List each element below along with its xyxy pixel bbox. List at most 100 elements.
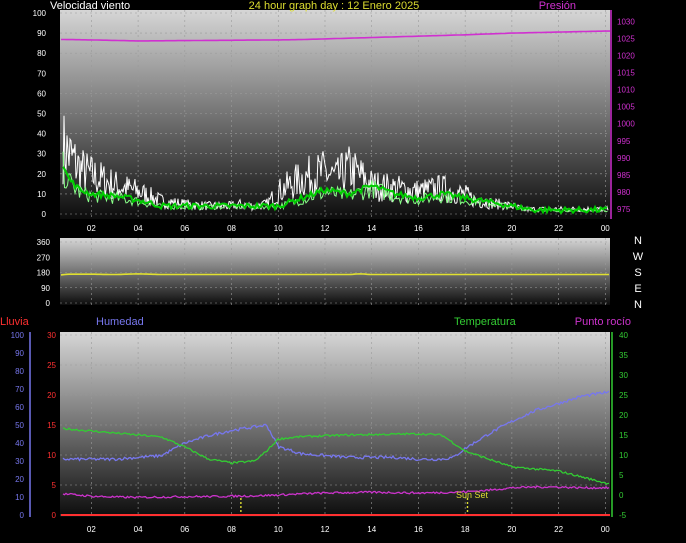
climate-panel-bg — [60, 332, 610, 517]
rain-y-tick: 0 — [52, 511, 57, 520]
wind-x-tick: 16 — [414, 224, 423, 233]
wind-x-tick: 04 — [134, 224, 143, 233]
direction-y-tick: 90 — [41, 284, 50, 293]
dewpoint-label: Punto rocío — [575, 316, 631, 328]
temperature-label: Temperatura — [454, 316, 517, 328]
wind-panel-bg — [60, 10, 610, 219]
humidity-line — [62, 390, 610, 462]
humidity-y-tick: 0 — [20, 511, 25, 520]
pressure-line — [61, 30, 610, 42]
humidity-y-tick: 40 — [15, 439, 24, 448]
wind-series — [61, 30, 610, 215]
pressure-y-tick: 1000 — [617, 120, 635, 129]
pressure-y-tick: 980 — [617, 188, 631, 197]
humidity-y-tick: 30 — [15, 457, 24, 466]
compass-letter-e: E — [634, 283, 641, 295]
climate-x-tick: 22 — [554, 525, 563, 534]
wind-y-tick: 50 — [37, 110, 46, 119]
wind-x-tick: 06 — [180, 224, 189, 233]
temp-y-tick: 40 — [619, 331, 628, 340]
direction-y-tick: 360 — [37, 238, 51, 247]
climate-x-tick: 16 — [414, 525, 423, 534]
wind-x-tick: 10 — [274, 224, 283, 233]
wind-x-tick: 02 — [87, 224, 96, 233]
wind-y-tick: 90 — [37, 29, 46, 38]
wind-x-tick: 08 — [227, 224, 236, 233]
humidity-y-tick: 100 — [11, 331, 25, 340]
temp-y-tick: 25 — [619, 391, 628, 400]
climate-x-tick: 02 — [87, 525, 96, 534]
wind-y-tick: 60 — [37, 89, 46, 98]
climate-x-tick: 18 — [461, 525, 470, 534]
climate-x-tick: 14 — [367, 525, 376, 534]
pressure-y-tick: 1010 — [617, 86, 635, 95]
temp-y-tick: 15 — [619, 431, 628, 440]
chart-title: 24 hour graph day : 12 Enero 2025 — [249, 0, 420, 12]
rain-label: Lluvia — [0, 316, 30, 328]
compass-letter-n-bottom: N — [634, 299, 642, 311]
wind-y-tick: 80 — [37, 49, 46, 58]
dewpoint-line — [62, 485, 610, 499]
pressure-y-tick: 1005 — [617, 103, 635, 112]
climate-x-tick: 06 — [180, 525, 189, 534]
direction-line — [60, 273, 609, 276]
climate-x-tick: 08 — [227, 525, 236, 534]
climate-series — [61, 390, 610, 517]
sunset-label: Sun Set — [456, 490, 489, 500]
climate-x-tick: 00 — [601, 525, 610, 534]
temp-y-tick: 20 — [619, 411, 628, 420]
humidity-y-tick: 80 — [15, 367, 24, 376]
wind-x-tick: 12 — [321, 224, 330, 233]
wind-y-tick: 20 — [37, 170, 46, 179]
climate-x-tick: 10 — [274, 525, 283, 534]
pressure-y-tick: 1025 — [617, 35, 635, 44]
humidity-y-tick: 50 — [15, 421, 24, 430]
climate-x-tick: 04 — [134, 525, 143, 534]
direction-grid — [60, 238, 610, 305]
humidity-y-tick: 60 — [15, 403, 24, 412]
humidity-y-tick: 70 — [15, 385, 24, 394]
pressure-y-tick: 990 — [617, 154, 631, 163]
climate-x-tick: 12 — [321, 525, 330, 534]
rain-y-tick: 10 — [47, 451, 56, 460]
pressure-y-tick: 1030 — [617, 18, 635, 27]
wind-y-tick: 0 — [42, 210, 47, 219]
humidity-y-tick: 10 — [15, 493, 24, 502]
compass-letter-s: S — [634, 267, 641, 279]
compass-letter-n-top: N — [634, 235, 642, 247]
wind-grid — [60, 10, 610, 219]
direction-y-tick: 270 — [37, 253, 51, 262]
climate-x-tick: 20 — [507, 525, 516, 534]
wind-x-tick: 14 — [367, 224, 376, 233]
pressure-y-tick: 1020 — [617, 52, 635, 61]
wind-x-tick: 20 — [507, 224, 516, 233]
wind-avg-line — [62, 166, 608, 215]
axis-labels: 0102030405060708090100975980985990995100… — [11, 9, 636, 534]
pressure-y-tick: 995 — [617, 137, 631, 146]
wind-speed-label: Velocidad viento — [50, 0, 130, 12]
direction-y-tick: 180 — [37, 269, 51, 278]
wind-y-tick: 30 — [37, 150, 46, 159]
wind-x-tick: 18 — [461, 224, 470, 233]
direction-series — [60, 273, 609, 276]
temperature-line — [62, 427, 610, 485]
wind-x-tick: 22 — [554, 224, 563, 233]
humidity-y-tick: 90 — [15, 349, 24, 358]
temp-y-tick: 0 — [619, 491, 624, 500]
rain-y-tick: 15 — [47, 421, 56, 430]
compass-letter-w: W — [633, 251, 644, 263]
rain-y-tick: 30 — [47, 331, 56, 340]
temp-y-tick: 10 — [619, 451, 628, 460]
pressure-y-tick: 1015 — [617, 69, 635, 78]
wind-y-tick: 70 — [37, 69, 46, 78]
wind-y-tick: 100 — [33, 9, 47, 18]
wind-y-tick: 10 — [37, 190, 46, 199]
temp-y-tick: -5 — [619, 511, 627, 520]
rain-y-tick: 20 — [47, 391, 56, 400]
pressure-y-tick: 985 — [617, 171, 631, 180]
wind-y-tick: 40 — [37, 130, 46, 139]
pressure-label: Presión — [539, 0, 576, 12]
temp-y-tick: 5 — [619, 471, 624, 480]
rain-y-tick: 5 — [52, 481, 57, 490]
